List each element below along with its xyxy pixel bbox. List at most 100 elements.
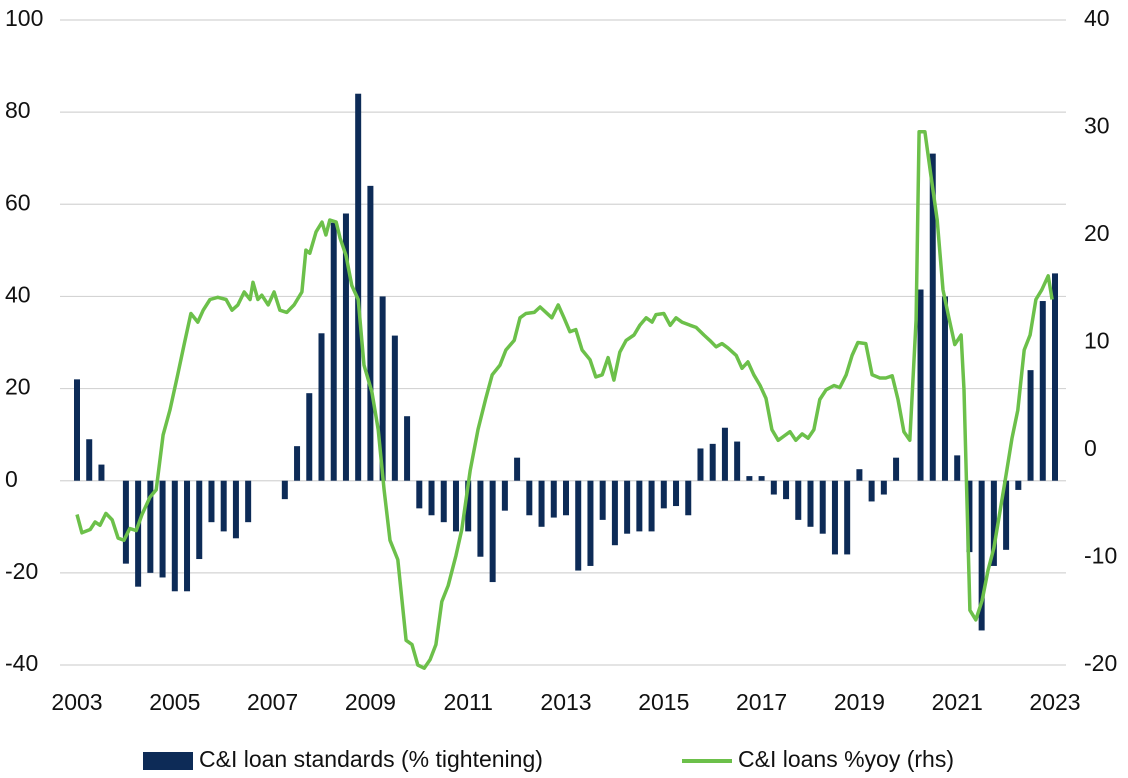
bar — [171, 480, 178, 592]
y-tick-label: 60 — [5, 189, 31, 215]
bar — [783, 480, 790, 500]
bar — [342, 213, 349, 481]
x-tick-label: 2021 — [932, 689, 983, 715]
x-tick-label: 2017 — [736, 689, 787, 715]
bar — [819, 480, 826, 534]
bar — [489, 480, 496, 583]
bar — [514, 457, 521, 481]
y2-tick-label: 10 — [1084, 328, 1110, 354]
y-tick-label: 100 — [5, 5, 43, 31]
bar — [636, 480, 643, 532]
bar — [770, 480, 777, 495]
y2-tick-label: 0 — [1084, 435, 1097, 461]
bar — [990, 480, 997, 566]
bar — [379, 296, 386, 481]
y-tick-label: 40 — [5, 282, 31, 308]
legend-label: C&I loans %yoy (rhs) — [738, 746, 954, 772]
bar — [1015, 480, 1022, 490]
bar — [281, 480, 288, 500]
x-tick-label: 2013 — [540, 689, 591, 715]
bar — [86, 439, 93, 481]
y-tick-label: 80 — [5, 97, 31, 123]
bar — [966, 480, 973, 553]
bar — [648, 480, 655, 532]
x-tick-label: 2009 — [345, 689, 396, 715]
bar — [954, 455, 961, 481]
bar — [929, 153, 936, 481]
y-tick-label: 20 — [5, 374, 31, 400]
bar — [440, 480, 447, 523]
bar — [868, 480, 875, 502]
y2-tick-label: -10 — [1084, 543, 1117, 569]
y2-tick-label: 40 — [1084, 5, 1110, 31]
bar — [599, 480, 606, 520]
bar — [1052, 273, 1058, 481]
bar — [746, 476, 753, 481]
bar — [587, 480, 594, 566]
bar — [685, 480, 692, 516]
y-tick-label: -40 — [5, 650, 38, 676]
bar — [452, 480, 459, 532]
x-tick-label: 2007 — [247, 689, 298, 715]
bar — [550, 480, 557, 518]
y2-tick-label: 20 — [1084, 220, 1110, 246]
bar — [404, 416, 411, 481]
bar — [660, 480, 667, 509]
bar — [697, 448, 704, 481]
bar — [98, 464, 105, 481]
bar — [330, 222, 337, 481]
bar — [758, 476, 765, 481]
bar — [147, 480, 154, 573]
bar — [428, 480, 435, 516]
bar — [575, 480, 582, 571]
bar — [355, 93, 362, 481]
bar — [721, 427, 728, 481]
bar — [917, 289, 924, 481]
bar — [807, 480, 814, 527]
bar — [734, 441, 741, 481]
bar — [416, 480, 423, 509]
bar — [673, 480, 680, 507]
bar — [538, 480, 545, 527]
bar — [880, 480, 887, 495]
bar — [391, 335, 398, 481]
y2-tick-label: -20 — [1084, 650, 1117, 676]
bar — [122, 480, 129, 564]
x-tick-label: 2023 — [1029, 689, 1080, 715]
bar — [563, 480, 569, 516]
bar — [978, 480, 985, 631]
bar — [624, 480, 631, 534]
y-tick-label: 0 — [5, 466, 18, 492]
bar — [526, 480, 533, 516]
bar — [1003, 480, 1010, 550]
bar — [1039, 301, 1046, 481]
legend-swatch — [143, 752, 193, 770]
x-tick-label: 2005 — [149, 689, 200, 715]
x-tick-label: 2019 — [834, 689, 885, 715]
bar — [941, 296, 948, 481]
bar — [709, 443, 716, 481]
bar — [831, 480, 838, 555]
bar — [220, 480, 227, 532]
bar — [196, 480, 203, 560]
bar — [465, 480, 472, 532]
bar — [245, 480, 252, 523]
line — [75, 130, 1054, 670]
bar — [184, 480, 191, 592]
bar — [306, 393, 313, 481]
legend-label: C&I loan standards (% tightening) — [199, 746, 543, 772]
x-tick-label: 2015 — [638, 689, 689, 715]
bar — [232, 480, 239, 539]
bar — [856, 469, 863, 481]
bar — [135, 480, 142, 587]
bar — [501, 480, 508, 511]
bar — [611, 480, 618, 546]
bar — [74, 379, 80, 481]
bar — [367, 185, 374, 481]
bar — [893, 457, 900, 481]
bar — [159, 480, 166, 578]
bar — [477, 480, 484, 557]
bar — [844, 480, 851, 555]
bar — [795, 480, 802, 520]
